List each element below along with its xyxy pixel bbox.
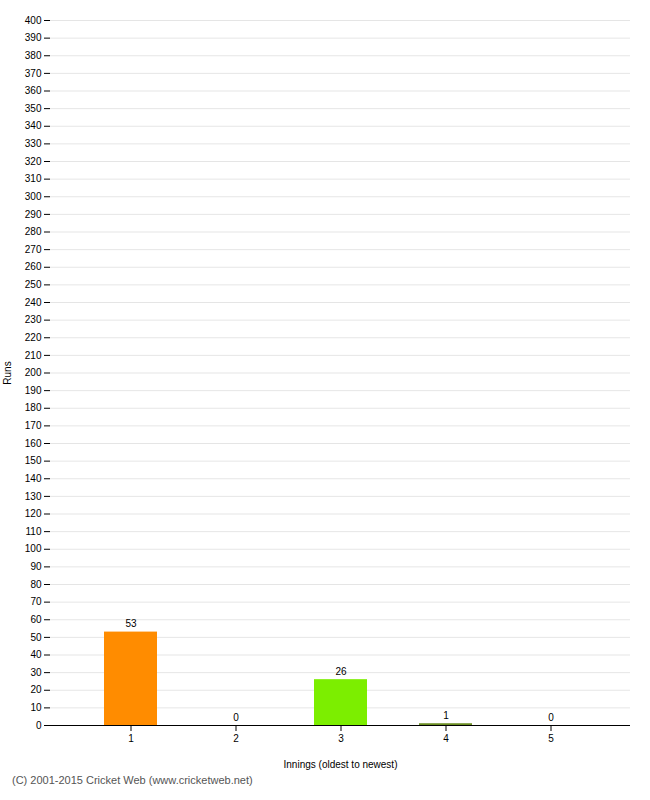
svg-text:60: 60 — [30, 614, 42, 625]
html-text:(C) 2001-2015 Cricket Web (www: (C) 2001-2015 Cricket Web (www.cricketwe… — [12, 774, 253, 786]
svg-text:170: 170 — [25, 420, 42, 431]
svg-text:10: 10 — [30, 702, 42, 713]
svg-text:20: 20 — [30, 684, 42, 695]
svg-text:260: 260 — [25, 261, 42, 272]
svg-text:270: 270 — [25, 244, 42, 255]
svg-text:100: 100 — [25, 543, 42, 554]
svg-text:130: 130 — [25, 491, 42, 502]
svg-text:40: 40 — [30, 649, 42, 660]
svg-text:180: 180 — [25, 402, 42, 413]
svg-text:230: 230 — [25, 314, 42, 325]
svg-text:140: 140 — [25, 473, 42, 484]
svg-text:80: 80 — [30, 579, 42, 590]
svg-text:320: 320 — [25, 156, 42, 167]
svg-text:220: 220 — [25, 332, 42, 343]
svg-text:120: 120 — [25, 508, 42, 519]
svg-text:160: 160 — [25, 438, 42, 449]
svg-text:5: 5 — [548, 733, 554, 744]
svg-text:370: 370 — [25, 68, 42, 79]
svg-text:210: 210 — [25, 350, 42, 361]
svg-text:0: 0 — [548, 712, 554, 723]
svg-text:360: 360 — [25, 85, 42, 96]
svg-text:310: 310 — [25, 173, 42, 184]
svg-text:340: 340 — [25, 120, 42, 131]
svg-text:0: 0 — [233, 712, 239, 723]
svg-text:240: 240 — [25, 297, 42, 308]
svg-text:110: 110 — [26, 526, 42, 537]
svg-text:380: 380 — [25, 50, 42, 61]
svg-text:250: 250 — [25, 279, 42, 290]
svg-text:350: 350 — [25, 103, 42, 114]
svg-text:190: 190 — [25, 385, 42, 396]
svg-text:53: 53 — [125, 618, 137, 629]
svg-text:150: 150 — [25, 455, 42, 466]
svg-text:30: 30 — [30, 667, 42, 678]
svg-text:330: 330 — [25, 138, 42, 149]
svg-text:0: 0 — [36, 720, 42, 731]
svg-text:2: 2 — [233, 733, 239, 744]
svg-text:4: 4 — [443, 733, 449, 744]
svg-text:400: 400 — [25, 15, 42, 26]
svg-text:390: 390 — [25, 32, 42, 43]
svg-text:Innings (oldest to newest): Innings (oldest to newest) — [284, 759, 398, 770]
svg-text:26: 26 — [335, 666, 347, 677]
svg-text:70: 70 — [30, 596, 42, 607]
svg-text:Runs: Runs — [2, 361, 13, 384]
svg-text:200: 200 — [25, 367, 42, 378]
svg-text:1: 1 — [128, 733, 134, 744]
svg-text:3: 3 — [338, 733, 344, 744]
svg-text:290: 290 — [25, 209, 42, 220]
svg-text:280: 280 — [25, 226, 42, 237]
svg-text:300: 300 — [25, 191, 42, 202]
svg-text:1: 1 — [443, 710, 449, 721]
svg-text:90: 90 — [30, 561, 42, 572]
svg-text:50: 50 — [30, 632, 42, 643]
